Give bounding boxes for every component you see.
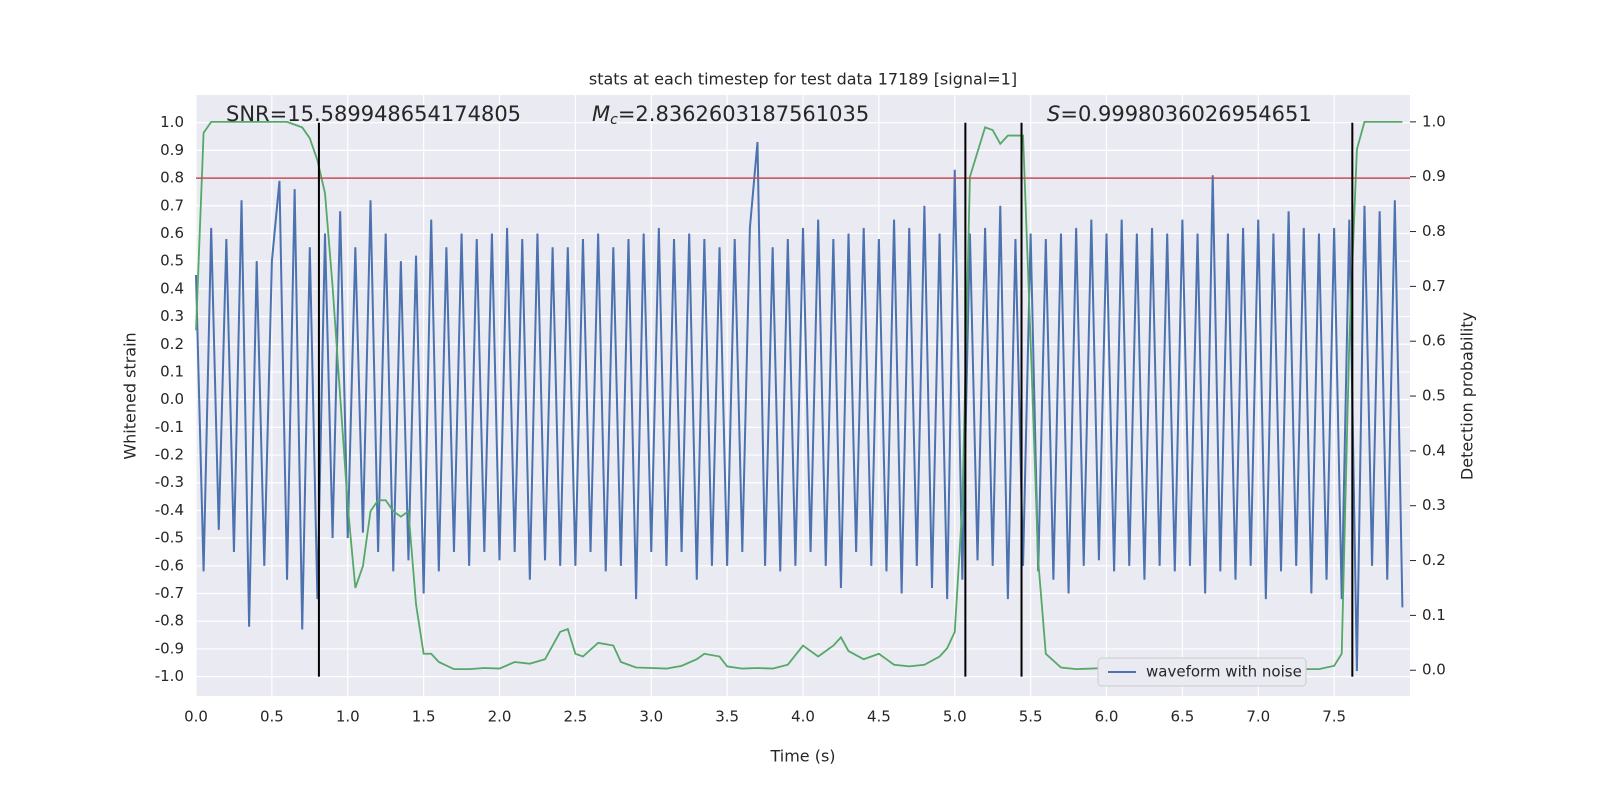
annotation: SNR=15.589948654174805 <box>226 102 521 126</box>
x-tick-label: 2.5 <box>563 708 587 726</box>
y-tick-label: 0.2 <box>160 335 184 353</box>
y2-tick-label: 0.0 <box>1422 661 1446 679</box>
y-tick-label: 0.3 <box>160 307 184 325</box>
y-tick-label: -0.7 <box>155 584 184 602</box>
y-tick-label: 1.0 <box>160 113 184 131</box>
y-tick-label: -0.8 <box>155 612 184 630</box>
y-tick-label: 0.1 <box>160 362 184 380</box>
annotation: Mc=2.8362603187561035 <box>592 102 869 128</box>
annotation-text: =0.9998036026954651 <box>1060 102 1311 126</box>
x-tick-label: 5.0 <box>943 708 967 726</box>
y2-tick-label: 1.0 <box>1422 112 1446 130</box>
x-axis-label: Time (s) <box>769 747 835 766</box>
legend-box <box>1097 657 1307 687</box>
y2-axis-label: Detection probability <box>1458 312 1477 480</box>
y-tick-label: -0.6 <box>155 556 184 574</box>
y-tick-label: 0.0 <box>160 390 184 408</box>
y2-tick-label: 0.9 <box>1422 167 1446 185</box>
y-tick-label: -1.0 <box>155 667 184 685</box>
y-tick-label: 0.5 <box>160 252 184 270</box>
x-tick-label: 0.0 <box>184 708 208 726</box>
x-tick-label: 1.5 <box>412 708 436 726</box>
y-tick-label: 0.8 <box>160 169 184 187</box>
annotation-symbol: M <box>592 102 610 126</box>
x-tick-label: 2.0 <box>488 708 512 726</box>
y-tick-label: -0.2 <box>155 446 184 464</box>
y-tick-label: -0.1 <box>155 418 184 436</box>
annotation-text: =2.8362603187561035 <box>618 102 869 126</box>
annotation: S=0.9998036026954651 <box>1047 102 1312 126</box>
y2-tick-label: 0.8 <box>1422 222 1446 240</box>
x-tick-label: 7.5 <box>1322 708 1346 726</box>
y2-tick-label: 0.5 <box>1422 387 1446 405</box>
y-tick-label: -0.5 <box>155 529 184 547</box>
marks <box>195 120 1410 677</box>
y-tick-label: 0.7 <box>160 196 184 214</box>
y2-tick-label: 0.2 <box>1422 551 1446 569</box>
legend-label: waveform with noise <box>1146 663 1302 681</box>
x-tick-label: 4.5 <box>867 708 891 726</box>
legend: waveform with noise <box>1097 657 1307 687</box>
x-tick-label: 0.5 <box>260 708 284 726</box>
y-tick-label: 0.6 <box>160 224 184 242</box>
x-tick-label: 5.5 <box>1019 708 1043 726</box>
y2-tick-label: 0.4 <box>1422 441 1446 459</box>
y-tick-label: -0.4 <box>155 501 184 519</box>
y-tick-label: -0.9 <box>155 639 184 657</box>
y-tick-label: 0.4 <box>160 279 184 297</box>
chart-title: stats at each timestep for test data 171… <box>589 70 1017 89</box>
annotation-subscript: c <box>610 112 618 128</box>
y-axis-label: Whitened strain <box>121 332 140 459</box>
annotation-symbol: S <box>1047 102 1060 126</box>
x-tick-label: 6.0 <box>1095 708 1119 726</box>
x-tick-label: 3.5 <box>715 708 739 726</box>
probability-line <box>195 120 1403 671</box>
y2-tick-label: 0.1 <box>1422 606 1446 624</box>
x-tick-label: 6.5 <box>1170 708 1194 726</box>
x-tick-label: 1.0 <box>336 708 360 726</box>
y2-tick-label: 0.3 <box>1422 496 1446 514</box>
x-tick-label: 7.0 <box>1246 708 1270 726</box>
y2-tick-label: 0.7 <box>1422 277 1446 295</box>
waveform-line <box>195 141 1404 672</box>
y-tick-label: 0.9 <box>160 141 184 159</box>
y2-tick-label: 0.6 <box>1422 332 1446 350</box>
x-tick-label: 4.0 <box>791 708 815 726</box>
x-tick-label: 3.0 <box>639 708 663 726</box>
y-tick-label: -0.3 <box>155 473 184 491</box>
